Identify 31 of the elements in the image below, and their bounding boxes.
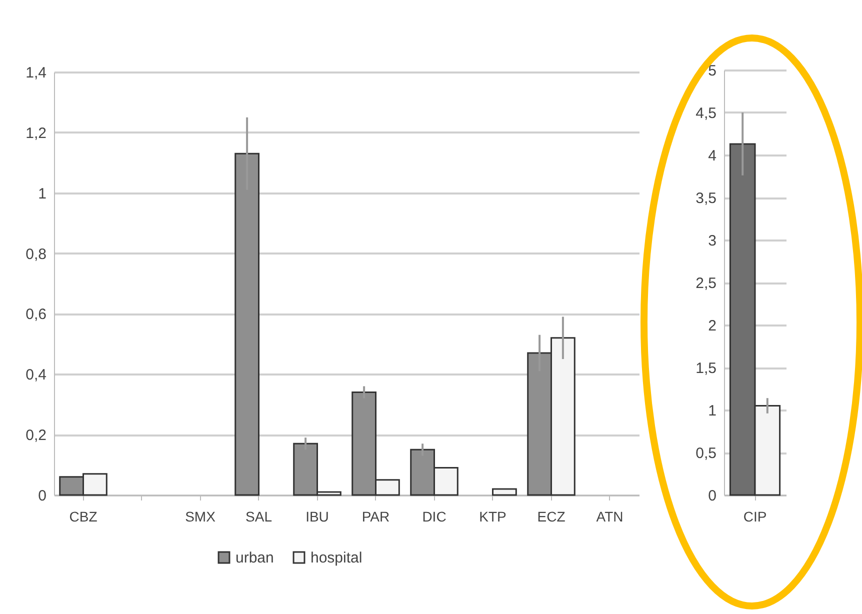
x-tick-label: ATN <box>596 508 624 524</box>
y-tick-label: 0,5 <box>696 445 716 462</box>
y-tick-label: 2 <box>708 318 716 334</box>
y-tick-label: 3,5 <box>696 190 716 207</box>
y-tick-label: 3 <box>708 232 716 250</box>
y-tick-label: 0,4 <box>26 366 46 384</box>
y-tick-label: 0 <box>708 488 716 504</box>
y-tick-label: 1 <box>38 185 46 202</box>
x-tick-label: IBU <box>306 508 329 524</box>
x-tick-label: CIP <box>743 508 767 524</box>
y-tick-label: 1,4 <box>26 64 46 82</box>
y-tick-label: 1,2 <box>26 124 46 142</box>
y-tick-label: 0 <box>38 488 46 504</box>
x-tick-label: SMX <box>185 508 216 524</box>
y-tick-label: 2,5 <box>696 275 716 292</box>
y-tick-label: 1 <box>708 402 716 420</box>
y-tick-label: 0,8 <box>26 246 46 263</box>
y-tick-label: 1,5 <box>696 360 716 377</box>
x-tick-label: DIC <box>422 508 446 524</box>
y-tick-label: 0,6 <box>26 306 46 324</box>
y-tick-label: 5 <box>708 62 716 80</box>
legend-label: urban <box>236 550 274 567</box>
x-tick-label: CBZ <box>69 508 98 524</box>
y-tick-label: 0,2 <box>26 427 46 444</box>
x-tick-label: PAR <box>362 508 390 524</box>
x-tick-label: SAL <box>246 508 272 524</box>
legend-label: hospital <box>310 550 362 567</box>
x-tick-label: KTP <box>479 508 506 524</box>
x-tick-label: ECZ <box>537 508 566 524</box>
y-tick-label: 4 <box>708 148 716 164</box>
y-tick-label: 4,5 <box>696 105 716 122</box>
